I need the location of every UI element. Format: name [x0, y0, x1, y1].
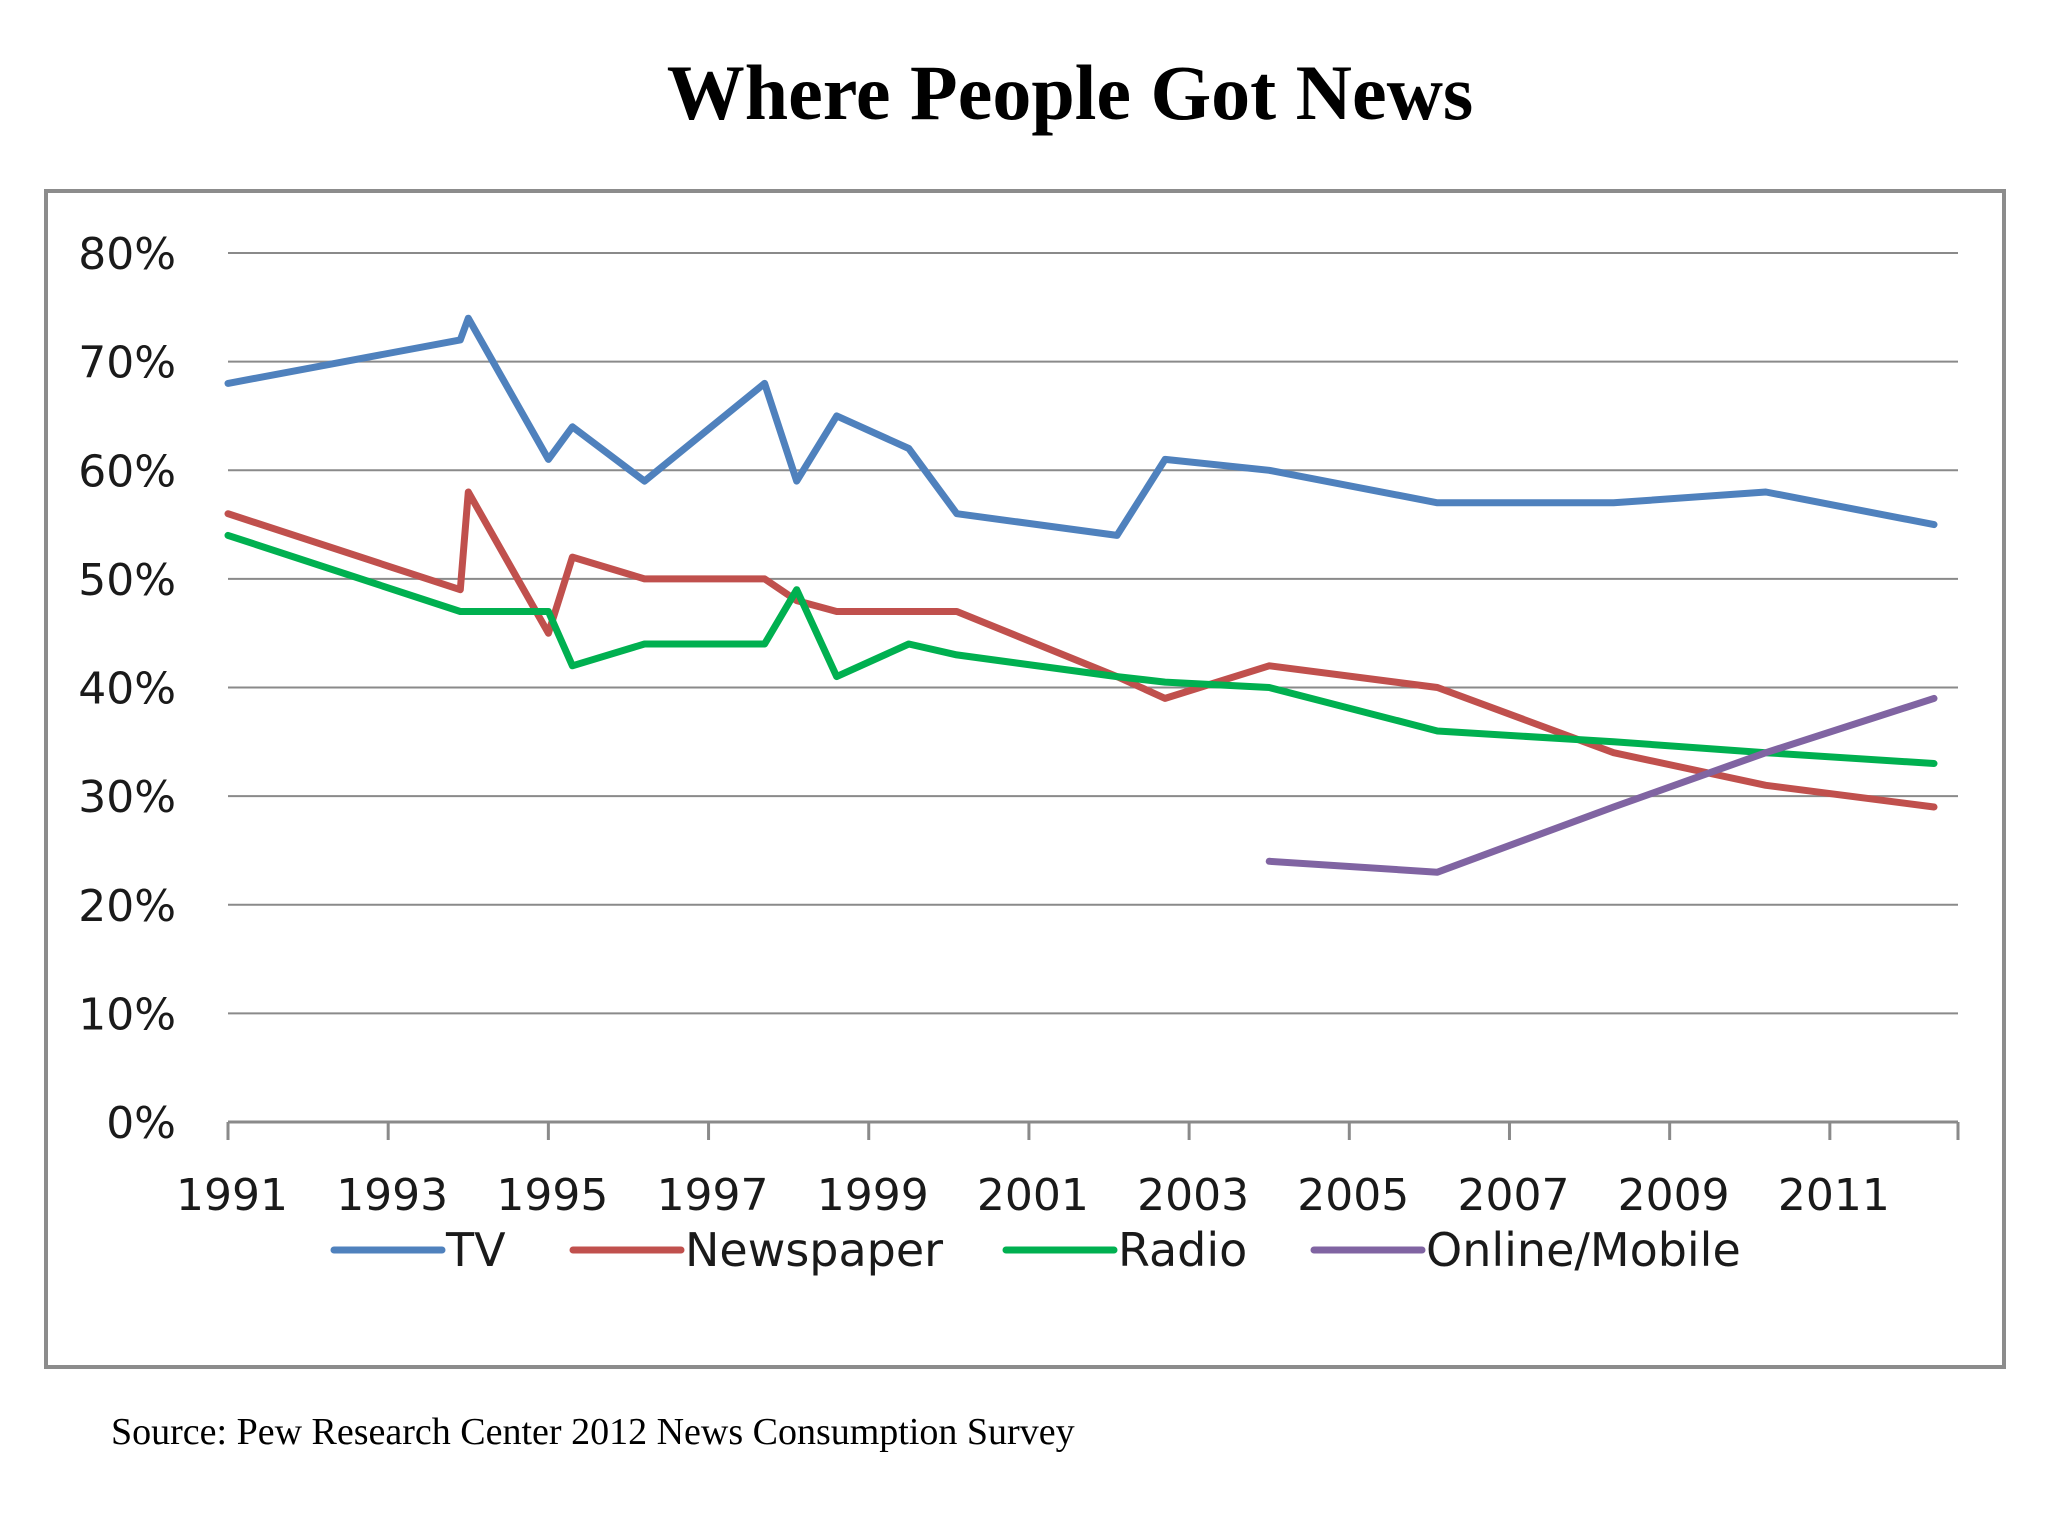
legend-label-radio: Radio	[1118, 1223, 1247, 1277]
y-tick-label: 30%	[78, 772, 176, 823]
y-tick-label: 80%	[78, 229, 176, 280]
y-tick-label: 10%	[78, 989, 176, 1040]
legend-label-tv: TV	[445, 1223, 506, 1277]
legend-label-newspaper: Newspaper	[685, 1223, 943, 1277]
x-tick-label: 2005	[1297, 1170, 1409, 1221]
source-note: Source: Pew Research Center 2012 News Co…	[111, 1411, 1075, 1453]
series-line-tv	[224, 314, 1938, 539]
x-tick-label: 2003	[1137, 1170, 1249, 1221]
x-tick-label: 1993	[336, 1170, 448, 1221]
series-line-radio	[224, 531, 1938, 767]
series-line-online-mobile	[1265, 694, 1938, 876]
x-tick-label: 2001	[977, 1170, 1089, 1221]
y-tick-label: 0%	[106, 1098, 176, 1149]
y-tick-label: 70%	[78, 338, 176, 389]
line-chart: 0% 10% 20% 30% 40% 50% 60% 70% 80% 1991 1993 1995 19…	[78, 229, 1960, 1277]
y-tick-label: 40%	[78, 664, 176, 715]
chart-frame: 0% 10% 20% 30% 40% 50% 60% 70% 80% 1991 1993 1995 19…	[44, 189, 2006, 1369]
x-tick-label: 1991	[176, 1170, 288, 1221]
y-tick-label: 60%	[78, 446, 176, 497]
x-tick-label: 1995	[496, 1170, 608, 1221]
y-tick-label: 50%	[78, 555, 176, 606]
x-tick-label: 2009	[1618, 1170, 1730, 1221]
x-tick-label: 2011	[1778, 1170, 1890, 1221]
legend-label-online-mobile: Online/Mobile	[1426, 1223, 1741, 1277]
x-tick-label: 1999	[817, 1170, 929, 1221]
chart-title: Where People Got News	[666, 49, 1474, 136]
x-tick-label: 1997	[657, 1170, 769, 1221]
series-line-newspaper	[224, 488, 1938, 811]
y-tick-label: 20%	[78, 881, 176, 932]
x-tick-label: 2007	[1457, 1170, 1569, 1221]
